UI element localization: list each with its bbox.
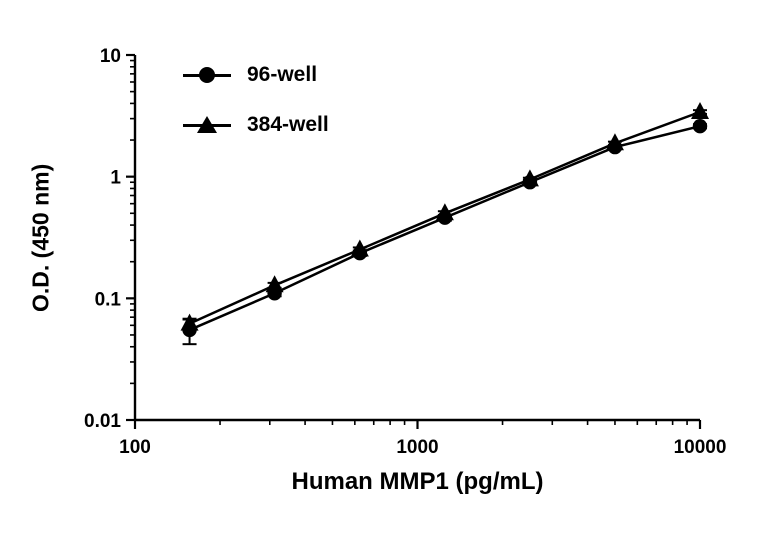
y-tick-label: 1 [110, 168, 121, 189]
data-point-circle [692, 118, 708, 134]
y-tick-label: 10 [100, 46, 121, 67]
triangle-marker-icon [183, 113, 231, 137]
legend-label: 384-well [247, 113, 329, 136]
y-tick-label: 0.1 [95, 289, 122, 310]
x-axis-title: Human MMP1 (pg/mL) [291, 468, 544, 495]
data-point-triangle [350, 239, 369, 257]
data-point-triangle [265, 275, 284, 293]
data-point-triangle [435, 203, 454, 221]
y-tick-label: 0.01 [84, 411, 121, 432]
x-tick-label: 100 [119, 437, 151, 458]
legend-item-96-well: 96-well [183, 58, 329, 92]
legend: 96-well 384-well [183, 58, 329, 158]
circle-marker-icon [183, 63, 231, 87]
data-point-triangle [520, 169, 539, 187]
x-tick-label: 1000 [396, 437, 438, 458]
data-point-triangle [691, 102, 709, 120]
y-axis-title: O.D. (450 nm) [27, 163, 54, 312]
legend-label: 96-well [247, 63, 318, 86]
legend-item-384-well: 384-well [183, 108, 329, 142]
data-point-triangle [180, 313, 199, 331]
x-tick-label: 10000 [674, 437, 727, 458]
data-point-triangle [605, 133, 624, 151]
